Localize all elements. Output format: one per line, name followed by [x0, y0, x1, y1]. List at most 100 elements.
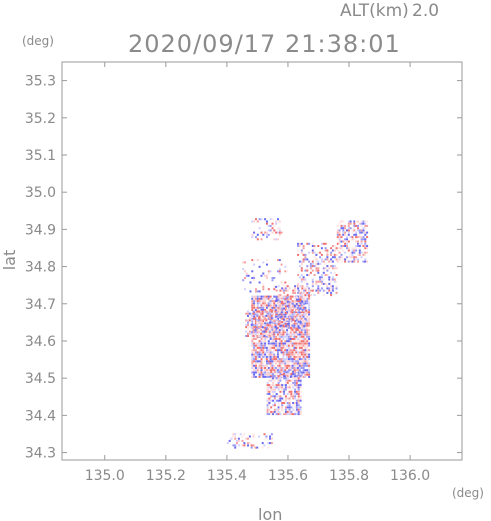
data-cell [282, 329, 285, 332]
data-cell [294, 413, 297, 416]
data-cell [272, 370, 275, 373]
data-cell [306, 360, 309, 363]
data-cell [317, 260, 320, 263]
data-cell [253, 344, 256, 347]
data-cell [270, 388, 273, 391]
data-cell [284, 377, 287, 380]
data-cell [269, 297, 272, 300]
data-cell [294, 300, 297, 303]
data-cell [237, 437, 240, 440]
data-cell [264, 322, 267, 325]
data-cell [273, 311, 276, 314]
data-cell [344, 224, 347, 227]
data-cell [297, 344, 300, 347]
data-cell [264, 340, 267, 343]
data-cell [279, 377, 282, 380]
data-cell [273, 367, 276, 369]
data-cell [284, 309, 287, 311]
data-cell [293, 331, 296, 334]
data-cell [251, 364, 254, 367]
data-cell [266, 324, 268, 327]
data-cell [255, 236, 257, 239]
data-cell [260, 349, 263, 352]
data-cell [272, 390, 275, 393]
data-cell [286, 362, 289, 365]
data-cell [273, 229, 276, 232]
data-cell [338, 256, 341, 259]
data-cell [295, 300, 298, 303]
data-cell [333, 278, 336, 281]
data-cell [306, 242, 309, 245]
data-cell [362, 260, 365, 263]
data-cell [264, 342, 267, 345]
data-cell [283, 289, 286, 292]
data-cell [251, 297, 254, 300]
data-cell [302, 317, 305, 320]
data-cell [278, 272, 281, 275]
data-cell [277, 227, 279, 230]
data-cell [335, 287, 338, 290]
data-cell [259, 326, 262, 329]
data-cell [295, 406, 298, 409]
data-cell [292, 377, 295, 380]
data-cell [282, 297, 285, 300]
y-axis-label: lat [0, 250, 19, 271]
data-cell [280, 302, 283, 305]
data-cell [252, 435, 255, 438]
data-cell [346, 229, 348, 232]
data-cell [326, 287, 329, 290]
data-cell [266, 236, 268, 239]
data-cell [288, 404, 291, 407]
data-cell [277, 238, 279, 241]
data-cell [258, 326, 260, 329]
data-cell [346, 245, 348, 247]
data-cell [299, 390, 302, 393]
data-cell [266, 406, 269, 409]
data-cell [277, 360, 279, 363]
data-cell [256, 344, 259, 347]
data-cell [355, 236, 358, 239]
data-cell [328, 287, 331, 290]
data-cell [336, 229, 339, 232]
data-cell [280, 333, 283, 336]
data-cell [289, 324, 292, 327]
data-cell [297, 311, 300, 314]
data-cell [311, 269, 314, 272]
data-cell [269, 437, 271, 440]
data-cell [253, 220, 256, 223]
data-cell [270, 323, 273, 326]
data-cell [237, 439, 240, 442]
data-cell [360, 256, 363, 259]
data-cell [260, 295, 263, 298]
data-cell [275, 373, 278, 375]
data-cell [288, 367, 290, 369]
data-cell [268, 408, 271, 411]
data-cell [293, 297, 296, 300]
data-cell [298, 362, 301, 365]
data-cell [258, 360, 261, 363]
data-cell [284, 297, 287, 300]
x-axis-unit: (deg) [452, 486, 484, 500]
data-cell [253, 371, 256, 374]
data-cell [298, 302, 301, 305]
data-cell [270, 326, 273, 329]
data-cell [267, 442, 270, 445]
data-cell [255, 329, 257, 332]
data-cell [272, 373, 275, 375]
data-cell [262, 288, 265, 291]
data-cell [357, 220, 359, 223]
data-cell [272, 413, 275, 416]
data-cell [284, 307, 287, 310]
data-cell [280, 373, 283, 376]
data-cell [282, 369, 285, 372]
data-cell [349, 251, 352, 254]
data-cell [355, 256, 358, 259]
data-cell [255, 313, 257, 316]
data-cell [311, 280, 314, 283]
data-cell [251, 259, 254, 262]
data-cell [267, 375, 270, 378]
data-cell [306, 351, 309, 354]
data-cell [270, 406, 273, 409]
data-cell [302, 367, 305, 369]
data-cell [302, 362, 305, 365]
